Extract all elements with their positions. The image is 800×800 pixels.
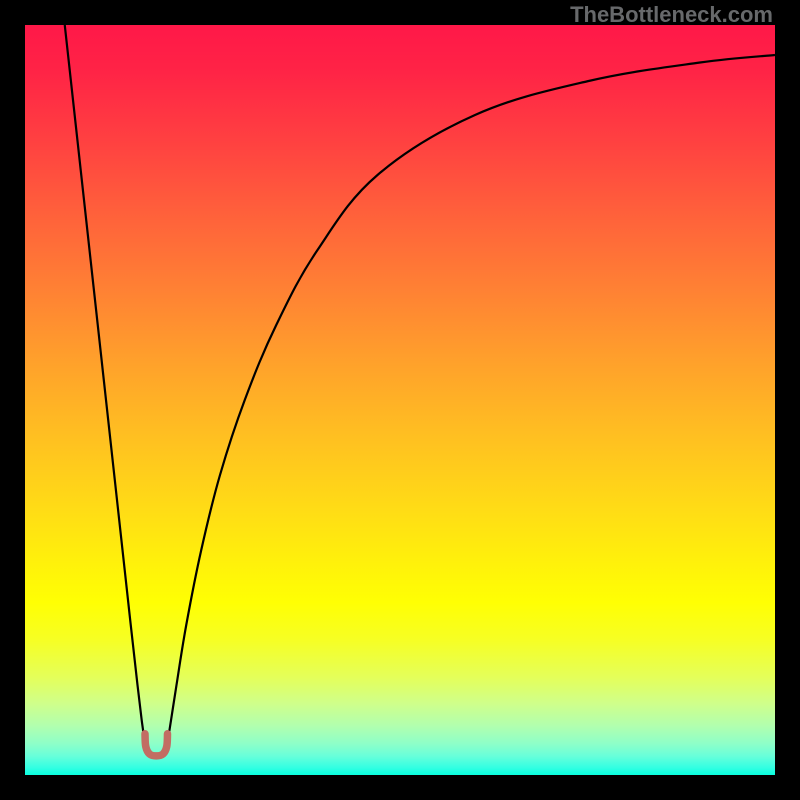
curve-right-branch bbox=[168, 55, 776, 743]
curve-left-branch bbox=[65, 25, 145, 743]
plot-area bbox=[25, 25, 775, 775]
watermark-text: TheBottleneck.com bbox=[570, 2, 773, 28]
curves-svg bbox=[25, 25, 775, 775]
curve-dip-marker bbox=[145, 734, 168, 756]
